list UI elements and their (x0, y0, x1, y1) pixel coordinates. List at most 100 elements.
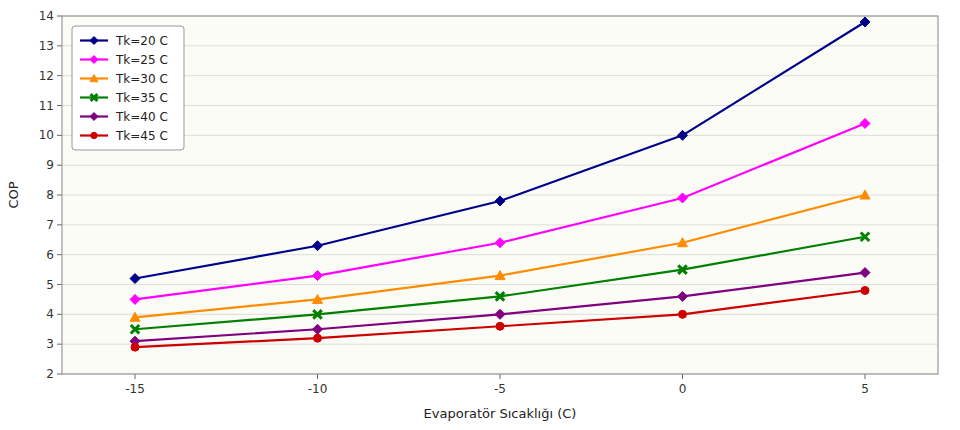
series (130, 268, 870, 347)
y-tick-label: 5 (46, 278, 54, 292)
y-tick-label: 11 (39, 99, 54, 113)
y-tick-label: 4 (46, 307, 54, 321)
line (135, 22, 865, 279)
y-tick (57, 254, 62, 255)
marker (861, 233, 870, 242)
marker (861, 286, 869, 294)
y-tick-label: 10 (39, 128, 54, 142)
legend-marker (90, 75, 98, 82)
line (135, 237, 865, 329)
marker (314, 334, 322, 342)
y-tick (57, 314, 62, 315)
marker (130, 312, 140, 321)
plot-frame (62, 16, 938, 374)
x-tick-label: -5 (494, 382, 506, 396)
y-tick (57, 374, 62, 375)
y-tick (57, 135, 62, 136)
marker (130, 294, 140, 304)
plot-area (62, 16, 938, 374)
legend-label: Tk=45 C (115, 129, 168, 143)
y-tick (57, 224, 62, 225)
y-tick-label: 9 (46, 158, 54, 172)
grid-line (62, 105, 938, 106)
marker (131, 325, 140, 334)
line (135, 123, 865, 299)
y-tick (57, 165, 62, 166)
legend-marker (90, 56, 98, 64)
marker (860, 17, 870, 27)
legend-box (72, 26, 184, 150)
marker (313, 310, 322, 319)
axes: 234567891011121314-15-10-505 (39, 9, 938, 396)
marker (860, 190, 870, 199)
marker (495, 271, 505, 280)
marker (679, 310, 687, 318)
y-tick-label: 6 (46, 248, 54, 262)
legend-label: Tk=40 C (115, 110, 168, 124)
y-tick (57, 75, 62, 76)
marker (131, 343, 139, 351)
x-tick (865, 374, 866, 379)
x-tick-label: 5 (861, 382, 869, 396)
marker (313, 271, 323, 281)
x-axis-label: Evaporatör Sıcaklığı (C) (424, 406, 577, 421)
y-tick (57, 284, 62, 285)
marker (313, 324, 323, 334)
y-tick-label: 12 (39, 69, 54, 83)
y-tick-label: 7 (46, 218, 54, 232)
legend-label: Tk=20 C (115, 34, 168, 48)
series (130, 118, 870, 304)
marker (678, 193, 688, 203)
marker (678, 291, 688, 301)
grid-line (62, 135, 938, 136)
y-tick-label: 3 (46, 337, 54, 351)
chart: 234567891011121314-15-10-505Evaporatör S… (0, 0, 960, 430)
y-tick-label: 14 (39, 9, 54, 23)
grid-line (62, 284, 938, 285)
marker (313, 294, 323, 303)
legend: Tk=20 C Tk=25 C Tk=30 C Tk=35 C Tk=40 C Tk=45… (72, 26, 184, 150)
legend-marker (90, 113, 98, 121)
x-tick-label: 0 (679, 382, 687, 396)
legend-label: Tk=25 C (115, 53, 168, 67)
y-tick-label: 2 (46, 367, 54, 381)
legend-marker (91, 132, 97, 138)
marker (495, 196, 505, 206)
legend-label: Tk=30 C (115, 72, 168, 86)
grid (62, 16, 938, 374)
y-tick (57, 105, 62, 106)
marker (860, 118, 870, 128)
line (135, 273, 865, 342)
marker (860, 268, 870, 278)
x-tick (135, 374, 136, 379)
x-tick-label: -10 (308, 382, 328, 396)
y-tick (57, 16, 62, 17)
grid-line (62, 45, 938, 46)
marker (130, 274, 140, 284)
y-axis-label: COP (6, 181, 21, 208)
marker (495, 238, 505, 248)
y-tick (57, 344, 62, 345)
data-layer (130, 17, 870, 351)
grid-line (62, 254, 938, 255)
series (130, 17, 870, 284)
marker (678, 265, 687, 274)
marker (496, 322, 504, 330)
marker (678, 130, 688, 140)
y-tick-label: 8 (46, 188, 54, 202)
marker (496, 292, 505, 301)
marker (313, 241, 323, 251)
x-tick (682, 374, 683, 379)
grid-line (62, 165, 938, 166)
grid-line (62, 75, 938, 76)
x-tick-label: -15 (125, 382, 145, 396)
marker (678, 238, 688, 247)
grid-line (62, 224, 938, 225)
marker (495, 309, 505, 319)
y-tick (57, 45, 62, 46)
line (135, 290, 865, 347)
legend-marker (91, 94, 98, 101)
series (131, 286, 869, 351)
legend-label: Tk=35 C (115, 91, 168, 105)
legend-marker (90, 37, 98, 45)
